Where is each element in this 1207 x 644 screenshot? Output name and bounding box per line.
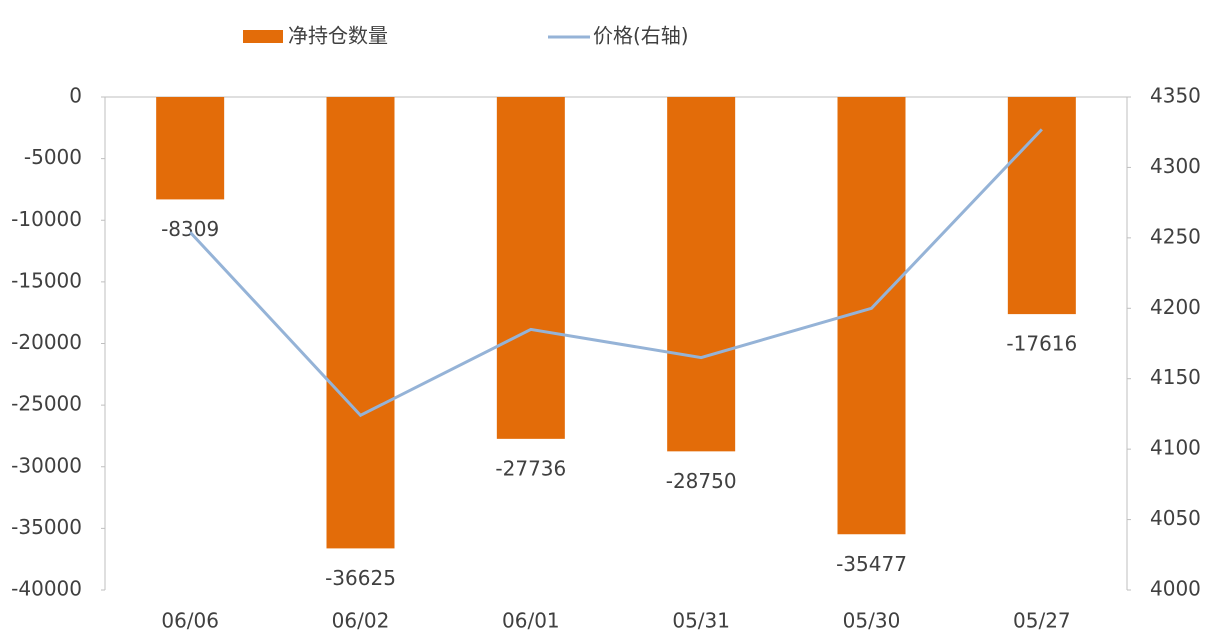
- y-tick-label: -40000: [11, 577, 82, 601]
- bar: [667, 97, 736, 452]
- y-tick-label: -10000: [11, 207, 82, 231]
- data-label: -36625: [325, 566, 396, 590]
- x-tick-label: 06/02: [332, 609, 390, 633]
- data-label: -8309: [161, 217, 219, 241]
- y-tick-label: 0: [69, 84, 82, 108]
- y-tick-label: -30000: [11, 453, 82, 477]
- data-label: -28750: [666, 469, 737, 493]
- y2-tick-label: 4150: [1150, 365, 1201, 389]
- bar: [1007, 97, 1076, 315]
- x-tick-label: 05/31: [672, 609, 730, 633]
- y2-tick-label: 4250: [1150, 224, 1201, 248]
- y2-tick-label: 4200: [1150, 295, 1201, 319]
- bar: [156, 97, 225, 200]
- y2-tick-label: 4000: [1150, 577, 1201, 601]
- y-tick-label: -15000: [11, 268, 82, 292]
- line: [189, 128, 1043, 418]
- data-label: -27736: [495, 456, 566, 480]
- y-tick-label: -25000: [11, 392, 82, 416]
- data-label: -17616: [1006, 332, 1077, 356]
- bar: [496, 97, 565, 439]
- y2-tick-label: 4350: [1150, 84, 1201, 108]
- y2-tick-label: 4050: [1150, 506, 1201, 530]
- x-tick-label: 06/06: [161, 609, 219, 633]
- y-tick-label: -35000: [11, 515, 82, 539]
- legend-label: 价格(右轴): [593, 24, 689, 48]
- y-tick-label: -20000: [11, 330, 82, 354]
- x-tick-label: 05/27: [1013, 609, 1071, 633]
- bar: [326, 97, 395, 549]
- y2-tick-label: 4100: [1150, 436, 1201, 460]
- data-label: -35477: [836, 552, 907, 576]
- legend-swatch: [243, 30, 283, 43]
- y-tick-label: -5000: [24, 145, 82, 169]
- y2-tick-label: 4300: [1150, 154, 1201, 178]
- x-tick-label: 06/01: [502, 609, 560, 633]
- legend-label: 净持仓数量: [288, 24, 388, 48]
- x-tick-label: 05/30: [843, 609, 901, 633]
